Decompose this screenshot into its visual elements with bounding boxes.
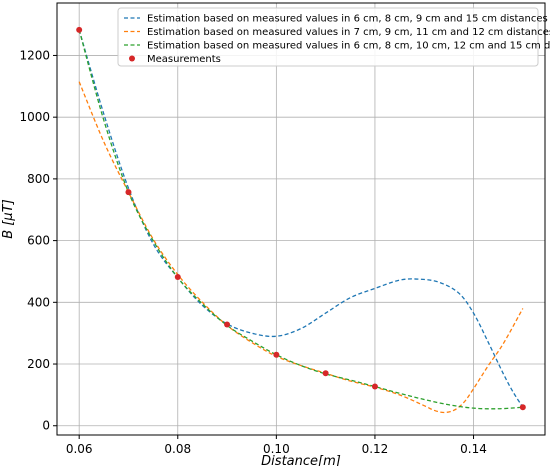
series-line-1 <box>78 29 524 408</box>
axes-frame <box>56 2 546 436</box>
x-tick-label: 0.08 <box>164 442 191 456</box>
measurement-point <box>273 351 280 358</box>
series-line-2 <box>78 81 524 414</box>
x-tick-label: 0.14 <box>460 442 487 456</box>
measurement-points <box>76 26 526 411</box>
legend-label-series-2: Estimation based on measured values in 7… <box>147 27 550 38</box>
y-axis-ticks: 0 200 400 600 800 1000 1200 <box>19 48 57 433</box>
legend-label-measurements: Measurements <box>147 54 221 65</box>
measurement-point <box>125 189 132 196</box>
measurement-point <box>322 370 329 377</box>
series-line-3 <box>78 29 523 410</box>
legend-box <box>117 7 539 67</box>
measurement-point <box>371 383 378 390</box>
x-tick-label: 0.10 <box>263 442 290 456</box>
y-tick-label: 1000 <box>19 110 50 124</box>
series-layer <box>78 29 524 414</box>
measurement-point <box>224 321 231 328</box>
y-axis-label: B [µT] <box>1 199 16 238</box>
y-tick-label: 800 <box>27 172 50 186</box>
legend: Estimation based on measured values in 6… <box>117 7 550 67</box>
y-tick-label: 600 <box>27 234 50 248</box>
grid <box>57 3 545 435</box>
measurement-point <box>174 274 181 281</box>
legend-label-series-3: Estimation based on measured values in 6… <box>147 41 550 52</box>
x-tick-label: 0.12 <box>362 442 389 456</box>
x-tick-label: 0.06 <box>66 442 93 456</box>
measurement-point <box>76 26 83 33</box>
y-tick-label: 0 <box>42 419 50 433</box>
x-axis-ticks: 0.06 0.08 0.10 0.12 0.14 <box>66 435 487 456</box>
y-tick-label: 200 <box>27 357 50 371</box>
measurement-point <box>519 404 526 411</box>
x-axis-label: Distance[m] <box>261 454 341 466</box>
y-tick-label: 1200 <box>19 48 50 62</box>
legend-swatch-measurements <box>129 55 135 62</box>
y-tick-label: 400 <box>27 295 50 309</box>
legend-label-series-1: Estimation based on measured values in 6… <box>147 14 548 25</box>
